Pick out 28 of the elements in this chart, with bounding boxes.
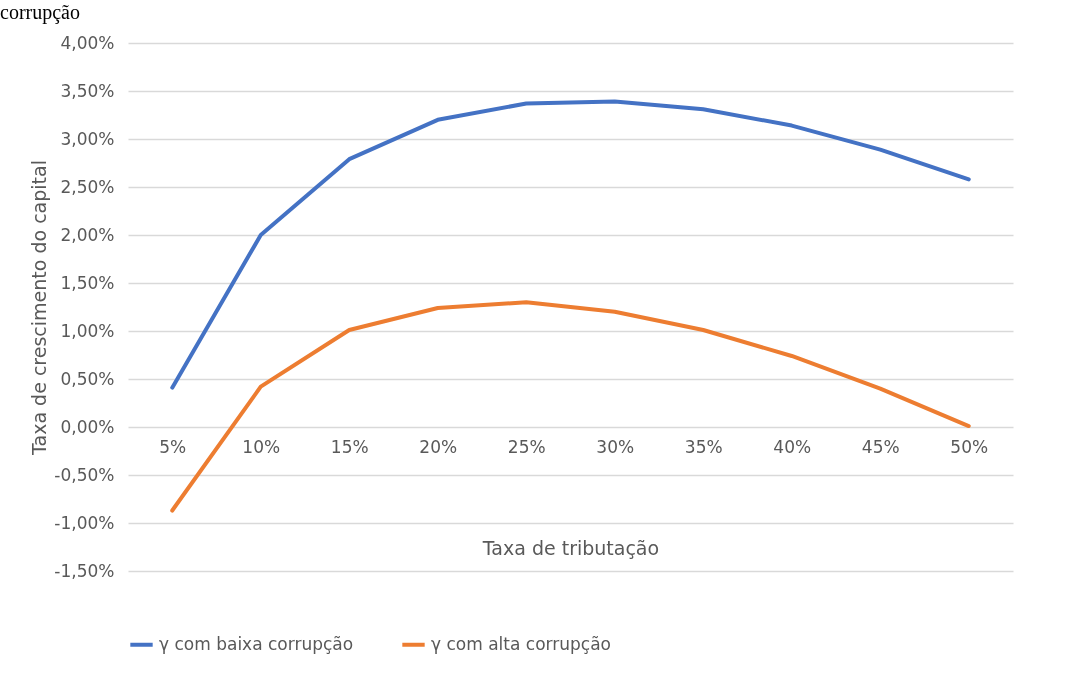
y-tick-label: -0,50% — [54, 464, 115, 485]
x-axis-title: Taxa de tributação — [481, 536, 660, 559]
y-tick-label: 4,00% — [60, 32, 115, 53]
y-tick-label: 3,50% — [60, 80, 115, 101]
y-tick-label: -1,50% — [54, 560, 115, 581]
y-axis-title: Taxa de crescimento do capital — [28, 160, 51, 456]
x-tick-label: 45% — [861, 436, 900, 457]
y-tick-label: 3,00% — [60, 128, 115, 149]
legend-label: γ com alta corrupção — [431, 633, 611, 654]
x-tick-label: 20% — [419, 436, 458, 457]
text: corrupção — [0, 0, 80, 24]
x-tick-label: 5% — [159, 436, 187, 457]
y-tick-label: 2,50% — [60, 176, 115, 197]
x-tick-label: 25% — [507, 436, 546, 457]
x-tick-label: 50% — [950, 436, 989, 457]
y-tick-label: 0,00% — [60, 416, 115, 437]
y-tick-label: 1,50% — [60, 272, 115, 293]
x-tick-label: 15% — [330, 436, 369, 457]
x-tick-label: 35% — [684, 436, 723, 457]
x-tick-label: 10% — [242, 436, 281, 457]
y-tick-label: -1,00% — [54, 512, 115, 533]
y-tick-label: 1,00% — [60, 320, 115, 341]
x-tick-label: 30% — [596, 436, 635, 457]
legend-label: γ com baixa corrupção — [159, 633, 354, 654]
x-tick-label: 40% — [773, 436, 812, 457]
y-tick-label: 0,50% — [60, 368, 115, 389]
line-series — [170, 99, 971, 390]
y-tick-label: 2,00% — [60, 224, 115, 245]
